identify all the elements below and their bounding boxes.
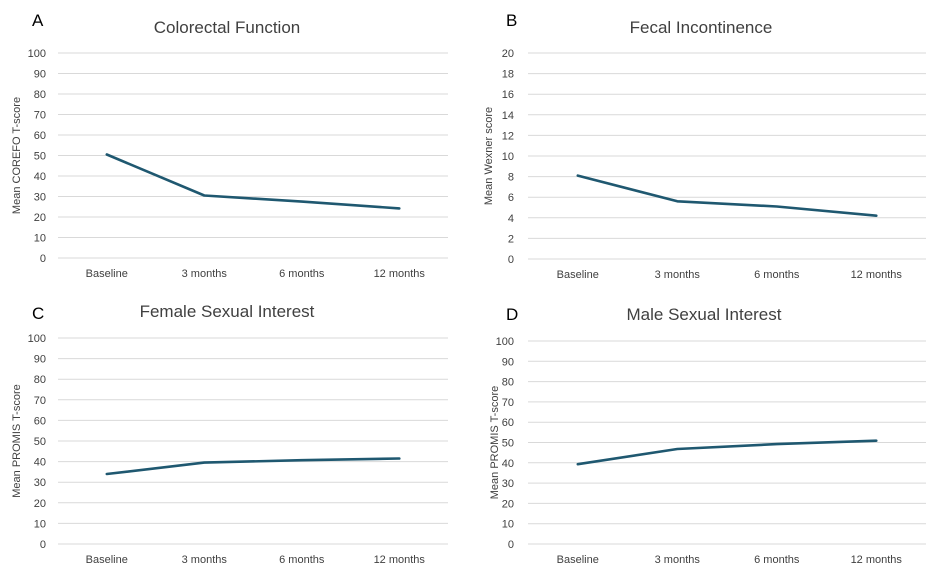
- panel-a-title: Colorectal Function: [154, 18, 300, 37]
- panel-d-ytick-60: 60: [502, 417, 514, 429]
- panel-b-ytick-20: 20: [502, 48, 514, 60]
- panel-c-ytick-0: 0: [40, 539, 46, 551]
- panel-c-ytick-30: 30: [34, 477, 46, 489]
- panel-a-y-axis-title: Mean COREFO T-score: [11, 97, 23, 214]
- panel-d-series-line-0: [576, 439, 878, 466]
- panel-b-ytick-14: 14: [502, 110, 514, 122]
- panel-c-ytick-80: 80: [34, 374, 46, 386]
- panel-a-xtick-3: 12 months: [374, 268, 426, 280]
- panel-d-ytick-90: 90: [502, 356, 514, 368]
- panel-c-ytick-20: 20: [34, 498, 46, 510]
- panel-c-ytick-10: 10: [34, 518, 46, 530]
- panel-c-series-line-0: [105, 457, 401, 476]
- panel-a-ytick-90: 90: [34, 69, 46, 81]
- panel-d-letter: D: [506, 305, 518, 324]
- panel-c-xtick-3: 12 months: [374, 554, 426, 566]
- panel-d-y-axis-title: Mean PROMIS T-score: [489, 386, 501, 500]
- panel-d-xtick-0: Baseline: [557, 554, 599, 566]
- panel-b-xtick-2: 6 months: [754, 269, 800, 281]
- panel-c-y-axis-title: Mean PROMIS T-score: [11, 384, 23, 498]
- panel-c-xtick-1: 3 months: [182, 554, 228, 566]
- panel-c-xtick-0: Baseline: [86, 554, 128, 566]
- panel-b-title: Fecal Incontinence: [630, 18, 773, 37]
- panel-b-xtick-3: 12 months: [851, 269, 903, 281]
- panel-c-ytick-60: 60: [34, 415, 46, 427]
- panel-b-letter: B: [506, 11, 517, 30]
- panel-b-ytick-16: 16: [502, 89, 514, 101]
- panel-d-ytick-0: 0: [508, 539, 514, 551]
- panel-b-ytick-6: 6: [508, 192, 514, 204]
- panel-a-ytick-10: 10: [34, 233, 46, 245]
- panel-d-xtick-2: 6 months: [754, 554, 800, 566]
- panel-d-xtick-1: 3 months: [655, 554, 701, 566]
- panel-b-ytick-18: 18: [502, 69, 514, 81]
- panel-b-y-axis-title: Mean Wexner score: [483, 107, 495, 205]
- panel-a-ytick-80: 80: [34, 89, 46, 101]
- panel-a-ytick-20: 20: [34, 212, 46, 224]
- panel-d-ytick-20: 20: [502, 498, 514, 510]
- panel-b-series-line-0: [576, 174, 878, 217]
- panel-b-ytick-0: 0: [508, 254, 514, 266]
- panel-b-ytick-12: 12: [502, 130, 514, 142]
- panel-b-xtick-0: Baseline: [557, 269, 599, 281]
- panel-d-ytick-70: 70: [502, 397, 514, 409]
- panel-d-ytick-10: 10: [502, 519, 514, 531]
- panel-c-xtick-2: 6 months: [279, 554, 325, 566]
- panel-a-letter: A: [32, 11, 44, 30]
- panel-a-series-line-0: [105, 153, 401, 210]
- panel-c-ytick-70: 70: [34, 395, 46, 407]
- panel-b-ytick-4: 4: [508, 213, 514, 225]
- panel-d-ytick-50: 50: [502, 438, 514, 450]
- panel-c-ytick-100: 100: [28, 333, 46, 345]
- panel-c-title: Female Sexual Interest: [140, 302, 315, 321]
- panel-a-ytick-50: 50: [34, 151, 46, 163]
- panel-b-ytick-2: 2: [508, 233, 514, 245]
- panel-b-xtick-1: 3 months: [655, 269, 701, 281]
- panel-a-xtick-2: 6 months: [279, 268, 325, 280]
- panel-a-ytick-0: 0: [40, 253, 46, 265]
- panel-b-ytick-8: 8: [508, 172, 514, 184]
- panel-c-ytick-90: 90: [34, 354, 46, 366]
- panel-a-ytick-30: 30: [34, 192, 46, 204]
- panel-a-ytick-40: 40: [34, 171, 46, 183]
- panel-c-ytick-40: 40: [34, 457, 46, 469]
- panel-a-ytick-100: 100: [28, 48, 46, 60]
- panel-a-ytick-70: 70: [34, 110, 46, 122]
- panel-d-title: Male Sexual Interest: [627, 305, 782, 324]
- panel-d-xtick-3: 12 months: [851, 554, 903, 566]
- panel-a-xtick-1: 3 months: [182, 268, 228, 280]
- panel-d-ytick-100: 100: [496, 336, 514, 348]
- panel-c-ytick-50: 50: [34, 436, 46, 448]
- panel-d-ytick-40: 40: [502, 458, 514, 470]
- panel-d-ytick-80: 80: [502, 377, 514, 389]
- panel-d-ytick-30: 30: [502, 478, 514, 490]
- panel-c-letter: C: [32, 304, 44, 323]
- panel-a-xtick-0: Baseline: [86, 268, 128, 280]
- panel-b-ytick-10: 10: [502, 151, 514, 163]
- panel-a-ytick-60: 60: [34, 130, 46, 142]
